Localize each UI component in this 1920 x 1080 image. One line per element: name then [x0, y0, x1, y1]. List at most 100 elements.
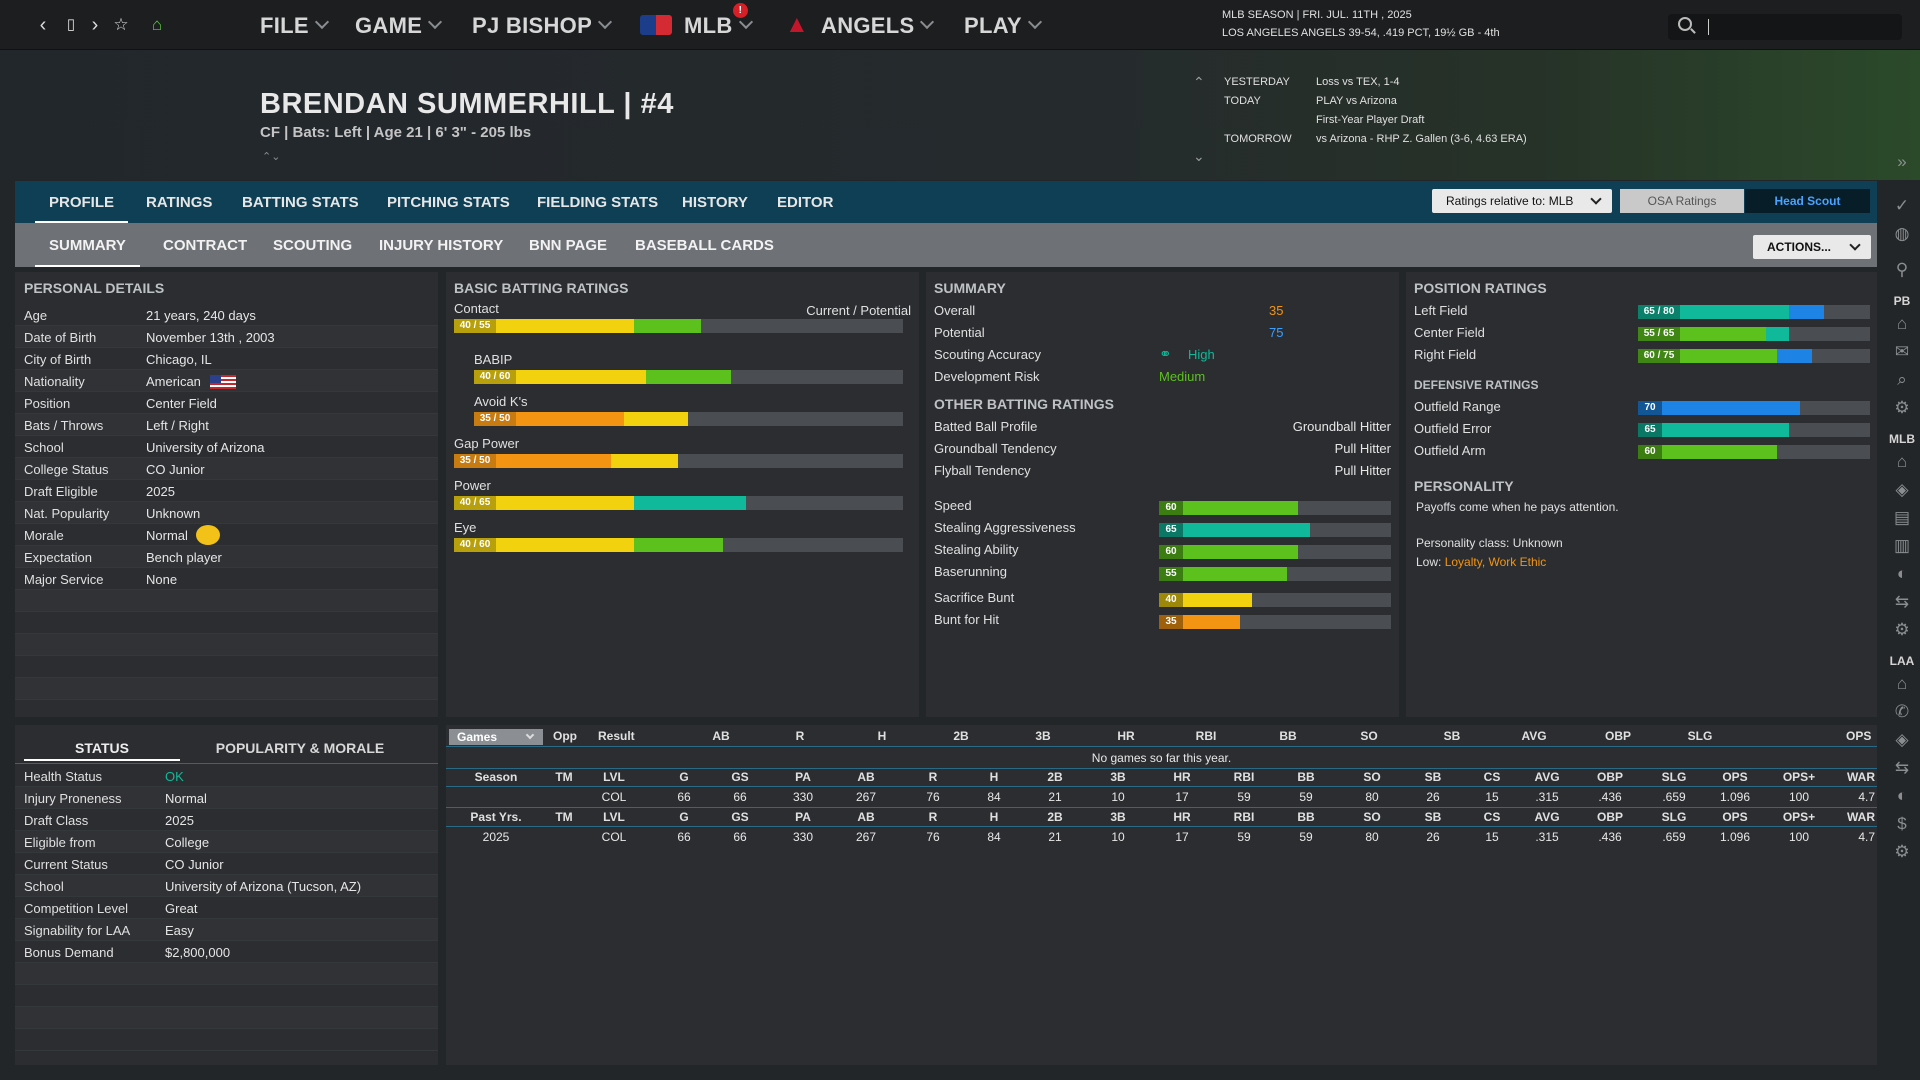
head-scout-button[interactable]: Head Scout	[1745, 189, 1870, 213]
past-column-header[interactable]: OPS+	[1782, 810, 1816, 824]
baseball-icon[interactable]: ◐	[1896, 786, 1908, 805]
season-column-header[interactable]: TM	[555, 770, 573, 784]
collapse-icon[interactable]: »	[1897, 152, 1907, 171]
past-column-header[interactable]: AVG	[1534, 810, 1560, 824]
season-column-header[interactable]: HR	[1173, 770, 1191, 784]
season-column-header[interactable]: BB	[1297, 770, 1315, 784]
tab-batting-stats[interactable]: BATTING STATS	[242, 194, 359, 211]
games-column-header[interactable]: SLG	[1687, 729, 1713, 743]
location-icon[interactable]: ◈	[1895, 480, 1909, 499]
past-column-header[interactable]: 3B	[1110, 810, 1126, 824]
season-column-header[interactable]: SO	[1363, 770, 1381, 784]
menu-angels[interactable]: ▲ ANGELS	[785, 0, 935, 50]
search-icon[interactable]: ⌕	[1897, 370, 1907, 389]
games-column-header[interactable]: H	[877, 729, 887, 743]
baseball-icon[interactable]: ◐	[1896, 564, 1908, 583]
past-column-header[interactable]: RBI	[1233, 810, 1255, 824]
season-column-header[interactable]: Season	[474, 770, 518, 784]
games-column-header[interactable]: 2B	[953, 729, 969, 743]
season-column-header[interactable]: AB	[857, 770, 875, 784]
dollar-icon[interactable]: $	[1897, 814, 1907, 833]
season-column-header[interactable]: PA	[795, 770, 811, 784]
past-column-header[interactable]: OBP	[1596, 810, 1624, 824]
past-column-header[interactable]: LVL	[603, 810, 625, 824]
past-column-header[interactable]: TM	[555, 810, 573, 824]
ratings-relative-select[interactable]: Ratings relative to: MLB	[1432, 189, 1612, 213]
subtab-bnn-page[interactable]: BNN PAGE	[529, 237, 608, 254]
schedule-tomorrow-value[interactable]: vs Arizona - RHP Z. Gallen (3-6, 4.63 ER…	[1316, 133, 1527, 145]
tab-editor[interactable]: EDITOR	[777, 194, 834, 211]
menu-mlb[interactable]: MLB !	[640, 0, 753, 50]
games-column-header[interactable]: SO	[1360, 729, 1378, 743]
menu-game[interactable]: GAME	[355, 0, 443, 50]
games-select[interactable]: Games	[449, 729, 543, 745]
season-column-header[interactable]: R	[928, 770, 938, 784]
tab-pitching-stats[interactable]: PITCHING STATS	[387, 194, 510, 211]
tab-fielding-stats[interactable]: FIELDING STATS	[537, 194, 659, 211]
tab-status[interactable]: STATUS	[24, 731, 180, 761]
games-column-header[interactable]: RBI	[1195, 729, 1217, 743]
past-column-header[interactable]: HR	[1173, 810, 1191, 824]
tab-history[interactable]: HISTORY	[682, 194, 748, 211]
games-column-header[interactable]: R	[795, 729, 805, 743]
schedule-today-value[interactable]: PLAY vs Arizona	[1316, 95, 1397, 107]
games-column-header[interactable]: AB	[712, 729, 730, 743]
subtab-summary[interactable]: SUMMARY	[35, 223, 140, 267]
past-column-header[interactable]: WAR	[1847, 810, 1875, 824]
past-column-header[interactable]: OPS	[1722, 810, 1748, 824]
schedule-yesterday-value[interactable]: Loss vs TEX, 1-4	[1316, 76, 1400, 88]
check-icon[interactable]: ✓	[1894, 196, 1910, 215]
season-column-header[interactable]: GS	[731, 770, 749, 784]
menu-file[interactable]: FILE	[260, 0, 329, 50]
actions-button[interactable]: ACTIONS...	[1753, 235, 1871, 259]
season-column-header[interactable]: G	[679, 770, 689, 784]
season-column-header[interactable]: 2B	[1047, 770, 1063, 784]
tab-profile[interactable]: PROFILE	[35, 181, 129, 223]
season-column-header[interactable]: CS	[1483, 770, 1501, 784]
osa-ratings-button[interactable]: OSA Ratings	[1620, 189, 1744, 213]
house-icon[interactable]: ⌂	[1896, 674, 1908, 693]
past-column-header[interactable]: BB	[1297, 810, 1315, 824]
past-column-header[interactable]: PA	[795, 810, 811, 824]
back-icon[interactable]: ‹	[39, 14, 47, 36]
past-column-header[interactable]: 2B	[1047, 810, 1063, 824]
house-icon[interactable]: ⌂	[1896, 314, 1908, 333]
past-column-header[interactable]: G	[679, 810, 689, 824]
schedule-up-icon[interactable]: ⌃	[1193, 74, 1205, 90]
card-icon[interactable]: ▤	[1893, 508, 1911, 527]
games-column-header[interactable]: 3B	[1035, 729, 1051, 743]
menu-play[interactable]: PLAY	[964, 0, 1042, 50]
past-column-header[interactable]: SO	[1363, 810, 1381, 824]
season-column-header[interactable]: RBI	[1233, 770, 1255, 784]
season-column-header[interactable]: 3B	[1110, 770, 1126, 784]
past-column-header[interactable]: SLG	[1661, 810, 1687, 824]
season-column-header[interactable]: SLG	[1661, 770, 1687, 784]
home-icon[interactable]: ⌂	[151, 15, 163, 34]
season-column-header[interactable]: H	[989, 770, 999, 784]
subtab-scouting[interactable]: SCOUTING	[273, 237, 353, 254]
transactions-icon[interactable]: ⇆	[1894, 758, 1910, 777]
season-column-header[interactable]: AVG	[1534, 770, 1560, 784]
subtab-contract[interactable]: CONTRACT	[163, 237, 248, 254]
tab-popularity-morale[interactable]: POPULARITY & MORALE	[215, 740, 385, 756]
games-column-header[interactable]: AVG	[1521, 729, 1547, 743]
subtab-injury-history[interactable]: INJURY HISTORY	[379, 237, 504, 254]
games-column-header[interactable]: Result	[598, 729, 635, 743]
season-column-header[interactable]: SB	[1424, 770, 1442, 784]
mail-icon[interactable]: ✉	[1894, 342, 1910, 361]
menu-manager[interactable]: PJ BISHOP	[472, 0, 613, 50]
gear-icon[interactable]: ⚙	[1894, 620, 1910, 639]
games-column-header[interactable]: OPS	[1846, 729, 1872, 743]
transactions-icon[interactable]: ⇆	[1894, 592, 1910, 611]
past-column-header[interactable]: H	[989, 810, 999, 824]
games-column-header[interactable]: Opp	[553, 729, 577, 743]
pin-icon[interactable]: ⚲	[1895, 260, 1909, 279]
forward-icon[interactable]: ›	[91, 14, 99, 36]
search-input[interactable]	[1668, 14, 1902, 40]
past-column-header[interactable]: GS	[731, 810, 749, 824]
season-column-header[interactable]: LVL	[603, 770, 625, 784]
games-column-header[interactable]: SB	[1443, 729, 1461, 743]
subtab-baseball-cards[interactable]: BASEBALL CARDS	[635, 237, 774, 254]
past-column-header[interactable]: AB	[857, 810, 875, 824]
chart-icon[interactable]: ▥	[1893, 536, 1911, 555]
